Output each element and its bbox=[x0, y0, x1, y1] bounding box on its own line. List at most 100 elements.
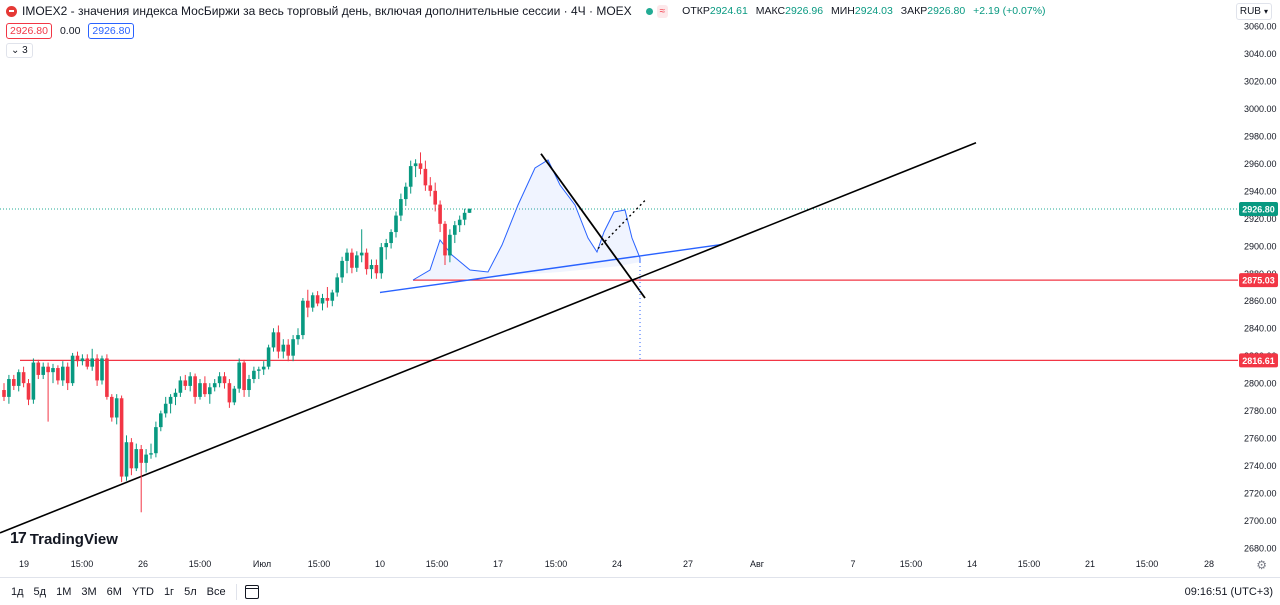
candle-body bbox=[7, 379, 11, 397]
range-button-3m[interactable]: 3М bbox=[81, 585, 97, 598]
price-scale: 2680.00 2700.00 2720.00 2740.00 2760.00 2780.… bbox=[1244, 22, 1277, 554]
candle-body bbox=[404, 186, 408, 200]
time-tick-label: 15:00 bbox=[189, 559, 212, 569]
data-status-badge[interactable]: ≈ bbox=[656, 4, 669, 18]
candle-body bbox=[173, 392, 178, 397]
price-tick-label: 2680.00 bbox=[1244, 544, 1277, 554]
level-price-label: 2816.61 bbox=[1242, 356, 1275, 366]
candle-body bbox=[114, 398, 119, 418]
candle-body bbox=[281, 344, 286, 352]
candle-body bbox=[448, 234, 452, 256]
candle-body bbox=[119, 398, 124, 477]
candle-body bbox=[90, 358, 94, 367]
candle-body bbox=[252, 370, 256, 380]
candle-body bbox=[286, 344, 290, 356]
range-button-5d[interactable]: 5д bbox=[33, 585, 47, 598]
time-tick-label: 15:00 bbox=[1136, 559, 1159, 569]
time-tick-label: 10 bbox=[375, 559, 385, 569]
candle-body bbox=[330, 292, 335, 301]
range-button-6m[interactable]: 6М bbox=[106, 585, 122, 598]
range-button-ytd[interactable]: YTD bbox=[131, 585, 154, 598]
candle-body bbox=[345, 252, 349, 261]
candle-body bbox=[257, 369, 261, 371]
market-status-icon[interactable] bbox=[645, 7, 653, 15]
price-tick-label: 2800.00 bbox=[1244, 379, 1277, 389]
price-tick-label: 3060.00 bbox=[1244, 22, 1277, 32]
price-tick-label: 2780.00 bbox=[1244, 406, 1277, 416]
symbol-title[interactable]: IMOEX2 - значения индекса МосБиржи за ве… bbox=[22, 4, 632, 18]
pattern-fill bbox=[413, 160, 640, 280]
time-scale: 19 15:00 26 15:00 Июл 15:00 10 15:00 17 15:00 24 27… bbox=[19, 559, 1214, 569]
price-tick-label: 2740.00 bbox=[1244, 461, 1277, 471]
clock-timezone[interactable]: 09:16:51 (UTC+3) bbox=[1184, 585, 1273, 598]
candle-body bbox=[46, 366, 50, 373]
trade-price-row: 2926.80 0.00 2926.80 bbox=[6, 23, 135, 39]
candle-body bbox=[374, 265, 379, 274]
candle-body bbox=[198, 383, 202, 397]
range-button-1m[interactable]: 1М bbox=[56, 585, 72, 598]
calendar-icon[interactable] bbox=[244, 584, 259, 599]
candle-body bbox=[296, 335, 300, 340]
range-button-1y[interactable]: 1г bbox=[163, 585, 175, 598]
candle-body bbox=[26, 383, 31, 400]
high-label: МАКС bbox=[755, 5, 786, 17]
candle-body bbox=[222, 376, 227, 384]
time-tick-label: 15:00 bbox=[426, 559, 449, 569]
currency-label: RUB bbox=[1239, 6, 1261, 17]
candle-body bbox=[261, 366, 266, 370]
candle-body bbox=[399, 199, 403, 216]
time-tick-label: 27 bbox=[683, 559, 693, 569]
time-tick-label: 24 bbox=[612, 559, 622, 569]
sell-price-button[interactable]: 2926.80 bbox=[6, 23, 52, 39]
candle-body bbox=[134, 449, 139, 469]
time-tick-label: 26 bbox=[138, 559, 148, 569]
candle-body bbox=[418, 163, 423, 169]
candle-body bbox=[212, 383, 217, 388]
candle-body bbox=[193, 376, 197, 397]
price-tick-label: 2840.00 bbox=[1244, 324, 1277, 334]
time-tick-label: 14 bbox=[967, 559, 977, 569]
candle-body bbox=[168, 396, 173, 404]
candle-body bbox=[408, 166, 413, 187]
price-tick-label: 2960.00 bbox=[1244, 159, 1277, 169]
price-tick-label: 3040.00 bbox=[1244, 49, 1277, 59]
tradingview-logo[interactable]: 17 TradingView bbox=[10, 530, 118, 548]
open-value: 2924.61 bbox=[709, 5, 748, 17]
candle-body bbox=[467, 208, 472, 213]
settings-gear-icon[interactable]: ⚙ bbox=[1256, 558, 1267, 572]
candle-body bbox=[389, 232, 393, 244]
indicators-toggle[interactable]: ⌄ 3 bbox=[6, 43, 33, 58]
candle-body bbox=[379, 247, 384, 274]
candle-body bbox=[335, 277, 339, 293]
candle-body bbox=[2, 390, 6, 397]
candle-body bbox=[369, 265, 374, 270]
level-price-label-bg bbox=[1239, 353, 1278, 368]
currency-select[interactable]: RUB ▾ bbox=[1235, 3, 1272, 20]
brand-name: TradingView bbox=[29, 530, 118, 548]
price-tick-label: 2900.00 bbox=[1244, 241, 1277, 251]
candle-body bbox=[232, 388, 237, 403]
candle-body bbox=[188, 376, 192, 386]
candle-body bbox=[95, 358, 99, 381]
candle-body bbox=[183, 380, 188, 386]
candle-body bbox=[453, 225, 457, 235]
range-button-1d[interactable]: 1д bbox=[11, 585, 24, 598]
tradingview-logo-icon: 17 bbox=[10, 530, 27, 547]
buy-price-button[interactable]: 2926.80 bbox=[88, 23, 135, 39]
range-button-5y[interactable]: 5л bbox=[184, 585, 197, 598]
candle-body bbox=[208, 387, 212, 395]
time-tick-label: 17 bbox=[493, 559, 503, 569]
time-tick-label: 15:00 bbox=[71, 559, 94, 569]
candle-body bbox=[320, 297, 325, 304]
candle-body bbox=[154, 427, 158, 454]
time-tick-label: 21 bbox=[1085, 559, 1095, 569]
toolbar-divider bbox=[235, 583, 237, 600]
neckline bbox=[379, 243, 723, 294]
candle-body bbox=[129, 442, 134, 469]
range-button-all[interactable]: Все bbox=[206, 585, 226, 598]
candle-body bbox=[227, 383, 232, 403]
candle-body bbox=[423, 168, 428, 186]
chart-legend: IMOEX2 - значения индекса МосБиржи за ве… bbox=[6, 4, 1046, 18]
candle-body bbox=[394, 215, 398, 233]
